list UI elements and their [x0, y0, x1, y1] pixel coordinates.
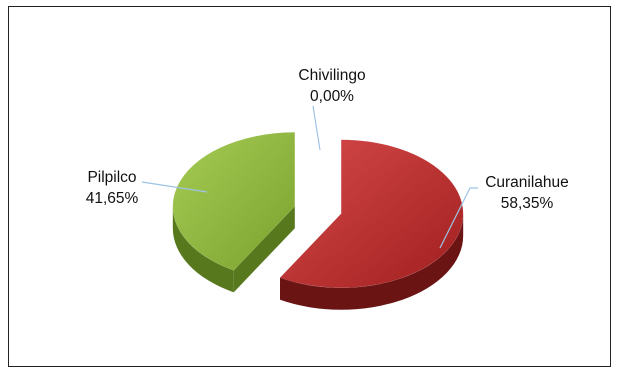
slice-curanilahue-wall — [280, 213, 464, 310]
label-chivilingo-name: Chivilingo — [298, 67, 365, 84]
leader-line-pilpilco — [141, 181, 208, 193]
slice-curanilahue — [279, 139, 464, 288]
leader-line-chivilingo — [312, 105, 321, 151]
pie-slices — [172, 132, 464, 310]
label-curanilahue-value: 58,35% — [501, 195, 554, 212]
leader-line-curanilahue — [439, 187, 478, 249]
label-pilpilco-value: 41,65% — [86, 190, 139, 207]
leader-lines — [141, 105, 478, 249]
label-curanilahue-name: Curanilahue — [485, 174, 569, 191]
slice-pilpilco-wall — [172, 206, 234, 293]
slice-pilpilco-side-0 — [233, 206, 295, 293]
label-pilpilco-name: Pilpilco — [87, 169, 136, 186]
label-chivilingo-value: 0,00% — [310, 88, 354, 105]
